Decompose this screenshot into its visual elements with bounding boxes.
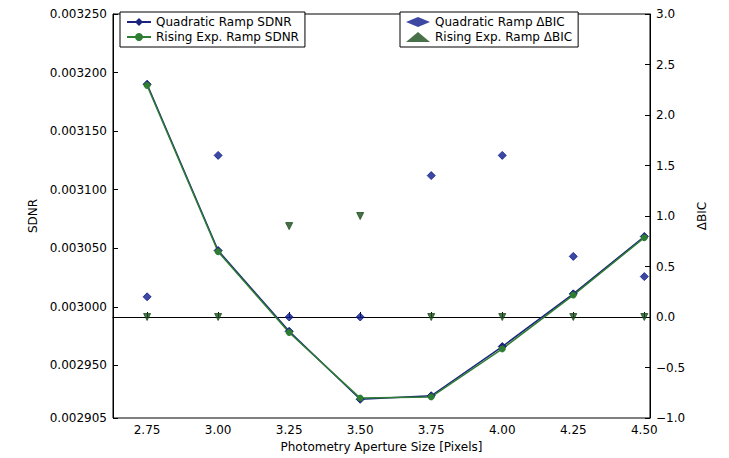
svg-text:3.50: 3.50 xyxy=(347,423,374,437)
svg-text:4.50: 4.50 xyxy=(631,423,658,437)
svg-text:2.75: 2.75 xyxy=(134,423,161,437)
svg-text:0.002905: 0.002905 xyxy=(50,411,107,425)
svg-text:1.0: 1.0 xyxy=(656,209,675,223)
svg-text:3.25: 3.25 xyxy=(276,423,303,437)
svg-text:ΔBIC: ΔBIC xyxy=(695,202,709,230)
svg-text:2.5: 2.5 xyxy=(656,58,675,72)
svg-text:Quadratic Ramp SDNR: Quadratic Ramp SDNR xyxy=(156,15,291,29)
svg-text:Photometry Aperture Size [Pixe: Photometry Aperture Size [Pixels] xyxy=(281,440,483,454)
svg-text:4.00: 4.00 xyxy=(489,423,516,437)
svg-text:0.003150: 0.003150 xyxy=(50,124,107,138)
svg-text:0.003050: 0.003050 xyxy=(50,241,107,255)
svg-text:0.003200: 0.003200 xyxy=(50,66,107,80)
svg-text:0.0: 0.0 xyxy=(656,310,675,324)
svg-text:0.003000: 0.003000 xyxy=(50,300,107,314)
svg-text:−0.5: −0.5 xyxy=(656,361,685,375)
svg-text:3.00: 3.00 xyxy=(205,423,232,437)
svg-text:SDNR: SDNR xyxy=(26,199,40,233)
svg-text:Quadratic Ramp ΔBIC: Quadratic Ramp ΔBIC xyxy=(435,15,565,29)
svg-text:1.5: 1.5 xyxy=(656,159,675,173)
svg-text:−1.0: −1.0 xyxy=(656,411,685,425)
svg-text:3.0: 3.0 xyxy=(656,7,675,21)
svg-text:0.003100: 0.003100 xyxy=(50,183,107,197)
svg-text:2.0: 2.0 xyxy=(656,108,675,122)
svg-text:Rising Exp. Ramp SDNR: Rising Exp. Ramp SDNR xyxy=(156,30,299,44)
svg-text:0.5: 0.5 xyxy=(656,260,675,274)
svg-text:0.003250: 0.003250 xyxy=(50,7,107,21)
svg-text:Rising Exp. Ramp ΔBIC: Rising Exp. Ramp ΔBIC xyxy=(435,30,572,44)
svg-text:0.002950: 0.002950 xyxy=(50,358,107,372)
svg-text:4.25: 4.25 xyxy=(560,423,587,437)
svg-text:3.75: 3.75 xyxy=(418,423,445,437)
